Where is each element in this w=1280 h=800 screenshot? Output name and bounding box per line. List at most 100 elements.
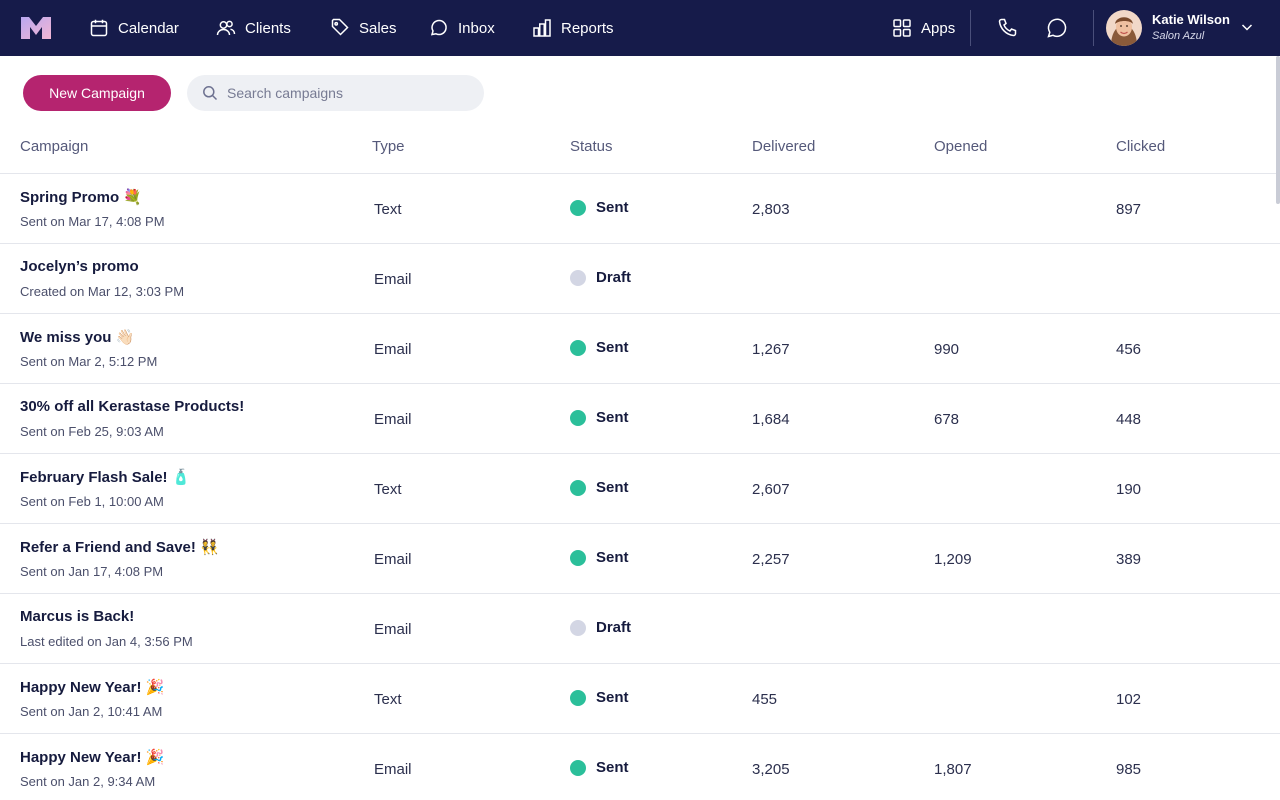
opened-count: 1,807 — [934, 761, 972, 778]
status-badge: Sent — [570, 199, 629, 216]
clients-icon — [216, 20, 236, 36]
status-dot — [570, 759, 586, 776]
apps-grid-icon — [893, 19, 911, 37]
table-row[interactable]: Spring Promo 💐 Sent on Mar 17, 4:08 PM T… — [0, 174, 1280, 244]
campaign-type: Text — [374, 691, 402, 708]
column-header-status[interactable]: Status — [570, 138, 613, 155]
campaign-name: We miss you 👋🏻 — [20, 329, 135, 346]
phone-icon[interactable] — [995, 16, 1019, 40]
new-campaign-button[interactable]: New Campaign — [23, 75, 171, 111]
clicked-count: 389 — [1116, 551, 1142, 568]
table-header: Campaign Type Status Delivered Opened Cl… — [0, 120, 1280, 174]
column-header-campaign[interactable]: Campaign — [20, 138, 89, 155]
campaign-type: Email — [374, 551, 412, 568]
status-label: Sent — [596, 759, 629, 776]
campaign-date: Sent on Feb 1, 10:00 AM — [20, 494, 164, 509]
delivered-count: 2,257 — [752, 551, 790, 568]
nav-clients[interactable]: Clients — [216, 0, 291, 56]
campaign-date: Sent on Jan 2, 10:41 AM — [20, 704, 163, 719]
status-badge: Sent — [570, 339, 629, 356]
nav-inbox-label: Inbox — [458, 19, 495, 37]
nav-sales[interactable]: Sales — [330, 0, 397, 56]
table-row[interactable]: February Flash Sale! 🧴 Sent on Feb 1, 10… — [0, 454, 1280, 524]
delivered-count: 1,684 — [752, 411, 790, 428]
delivered-count: 3,205 — [752, 761, 790, 778]
column-header-type[interactable]: Type — [372, 138, 405, 155]
delivered-count: 1,267 — [752, 341, 790, 358]
status-badge: Sent — [570, 549, 629, 566]
campaign-name: Spring Promo 💐 — [20, 189, 143, 206]
campaign-name: 30% off all Kerastase Products! — [20, 398, 245, 415]
user-avatar-image — [1106, 10, 1142, 46]
status-dot — [570, 199, 586, 216]
nav-reports-label: Reports — [561, 19, 614, 37]
chevron-down-icon[interactable] — [1240, 20, 1254, 34]
logo-icon[interactable] — [21, 17, 51, 39]
table-row[interactable]: 30% off all Kerastase Products! Sent on … — [0, 384, 1280, 454]
campaign-name: Jocelyn’s promo — [20, 258, 139, 275]
column-header-opened[interactable]: Opened — [934, 138, 988, 155]
user-business: Salon Azul — [1152, 30, 1205, 42]
campaign-date: Sent on Jan 17, 4:08 PM — [20, 564, 164, 579]
nav-divider — [970, 10, 971, 46]
column-header-delivered[interactable]: Delivered — [752, 138, 816, 155]
nav-apps[interactable]: Apps — [892, 0, 955, 56]
avatar[interactable] — [1106, 10, 1142, 46]
nav-calendar[interactable]: Calendar — [89, 0, 179, 56]
search-box[interactable] — [187, 75, 484, 111]
clicked-count: 448 — [1116, 411, 1142, 428]
status-label: Draft — [596, 269, 632, 286]
status-dot — [570, 269, 586, 286]
scrollbar[interactable] — [1276, 56, 1280, 204]
campaign-date: Last edited on Jan 4, 3:56 PM — [20, 634, 193, 649]
clicked-count: 190 — [1116, 481, 1142, 498]
table-row[interactable]: We miss you 👋🏻 Sent on Mar 2, 5:12 PM Em… — [0, 314, 1280, 384]
chat-icon[interactable] — [1045, 16, 1069, 40]
status-badge: Draft — [570, 619, 631, 636]
nav-inbox[interactable]: Inbox — [429, 0, 495, 56]
campaign-name: Happy New Year! 🎉 — [20, 679, 165, 696]
opened-count: 1,209 — [934, 551, 972, 568]
status-badge: Draft — [570, 269, 631, 286]
user-name: Katie Wilson — [1152, 12, 1230, 27]
column-header-clicked[interactable]: Clicked — [1116, 138, 1166, 155]
status-label: Draft — [596, 619, 632, 636]
campaign-date: Sent on Mar 2, 5:12 PM — [20, 354, 158, 369]
campaign-name: Marcus is Back! — [20, 608, 135, 625]
status-badge: Sent — [570, 479, 629, 496]
search-input[interactable] — [227, 85, 467, 101]
table-row[interactable]: Happy New Year! 🎉 Sent on Jan 2, 10:41 A… — [0, 664, 1280, 734]
delivered-count: 2,607 — [752, 481, 790, 498]
status-label: Sent — [596, 479, 629, 496]
table-row[interactable]: Refer a Friend and Save! 👯 Sent on Jan 1… — [0, 524, 1280, 594]
opened-count: 990 — [934, 341, 960, 358]
nav-sales-label: Sales — [359, 19, 397, 37]
clicked-count: 456 — [1116, 341, 1142, 358]
campaign-type: Email — [374, 411, 412, 428]
table-row[interactable]: Happy New Year! 🎉 Sent on Jan 2, 9:34 AM… — [0, 734, 1280, 800]
bar-chart-icon — [533, 19, 551, 37]
clicked-count: 985 — [1116, 761, 1142, 778]
campaign-date: Sent on Mar 17, 4:08 PM — [20, 214, 165, 229]
status-dot — [570, 479, 586, 496]
campaign-type: Email — [374, 341, 412, 358]
table-row[interactable]: Marcus is Back! Last edited on Jan 4, 3:… — [0, 594, 1280, 664]
campaign-type: Email — [374, 271, 412, 288]
campaign-date: Created on Mar 12, 3:03 PM — [20, 284, 185, 299]
nav-divider — [1093, 10, 1094, 46]
status-label: Sent — [596, 689, 629, 706]
table-row[interactable]: Jocelyn’s promo Created on Mar 12, 3:03 … — [0, 244, 1280, 314]
status-badge: Sent — [570, 689, 629, 706]
nav-reports[interactable]: Reports — [532, 0, 614, 56]
search-icon — [203, 86, 218, 101]
status-dot — [570, 339, 586, 356]
campaign-name: Refer a Friend and Save! 👯 — [20, 539, 219, 556]
campaign-type: Text — [374, 201, 402, 218]
nav-apps-label: Apps — [921, 19, 956, 37]
delivered-count: 455 — [752, 691, 778, 708]
campaign-name: Happy New Year! 🎉 — [20, 749, 165, 766]
tag-icon — [331, 18, 349, 36]
nav-calendar-label: Calendar — [118, 19, 179, 37]
clicked-count: 897 — [1116, 201, 1142, 218]
status-dot — [570, 689, 586, 706]
